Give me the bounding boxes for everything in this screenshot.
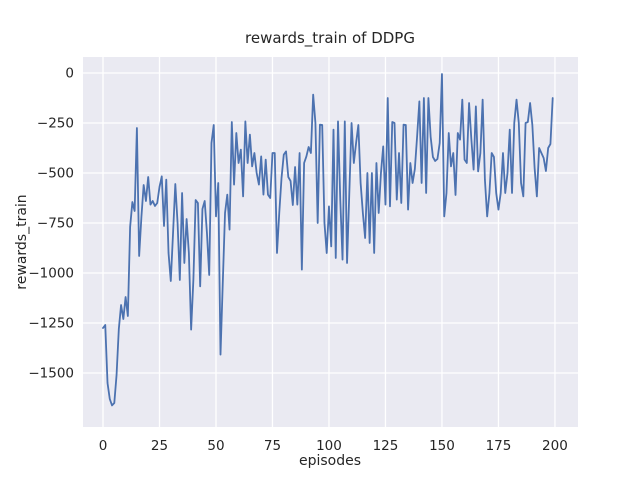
x-tick-label: 200 xyxy=(542,438,568,454)
x-axis-label: episodes xyxy=(298,453,362,469)
x-tick-label: 25 xyxy=(151,438,168,454)
chart-title: rewards_train of DDPG xyxy=(245,29,415,47)
y-tick-label: −1000 xyxy=(28,266,74,282)
x-tick-label: 0 xyxy=(99,438,108,454)
rewards-train-line xyxy=(102,73,554,407)
x-tick-label: 50 xyxy=(207,438,224,454)
y-axis-label: rewards_train xyxy=(14,194,30,290)
y-tick-label: −750 xyxy=(37,216,74,232)
y-tick-label: −500 xyxy=(37,166,74,182)
x-tick-label: 100 xyxy=(316,438,342,454)
x-tick-label: 175 xyxy=(486,438,512,454)
y-tick-label: −1500 xyxy=(28,366,74,382)
x-tick-label: 75 xyxy=(264,438,281,454)
x-tick-label: 125 xyxy=(373,438,399,454)
x-tick-label: 150 xyxy=(429,438,455,454)
y-tick-label: 0 xyxy=(65,66,74,82)
y-tick-label: −250 xyxy=(37,116,74,132)
y-tick-label: −1250 xyxy=(28,316,74,332)
